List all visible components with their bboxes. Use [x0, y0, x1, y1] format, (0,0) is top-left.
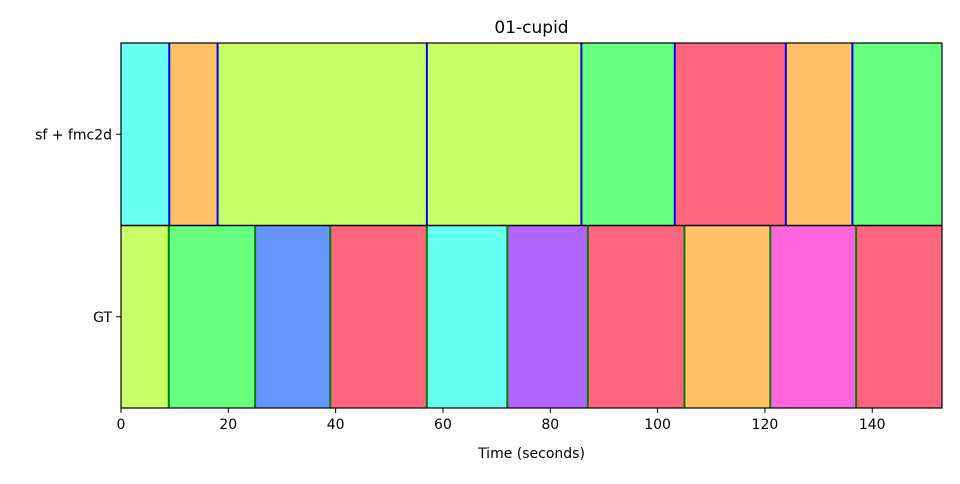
x-tick-label-120: 120 [752, 417, 779, 433]
segment-gt-1 [121, 225, 169, 408]
segment-gt-8 [684, 225, 771, 408]
segment-sf-fmc2d-2 [169, 43, 218, 226]
plot-area: sf + fmc2d GT 0 20 40 60 80 100 120 140 [35, 42, 943, 433]
x-tick-label-80: 80 [541, 417, 559, 433]
x-axis-label: Time (seconds) [477, 446, 585, 462]
x-tick-label-20: 20 [219, 417, 237, 433]
plot-frame [120, 42, 943, 409]
segment-gt-5 [426, 225, 508, 408]
segment-sf-fmc2d-6 [674, 43, 786, 226]
segment-sf-fmc2d-1 [121, 43, 170, 226]
segment-sf-fmc2d-8 [852, 43, 942, 226]
x-tick-label-140: 140 [859, 417, 886, 433]
segment-gt-6 [507, 225, 588, 408]
segment-gt-2 [168, 225, 256, 408]
x-tick-label-40: 40 [327, 417, 345, 433]
x-tick-label-0: 0 [117, 417, 126, 433]
segment-gt-4 [330, 225, 427, 408]
x-tick-label-100: 100 [644, 417, 671, 433]
segment-sf-fmc2d-5 [581, 43, 675, 226]
segment-gt-7 [587, 225, 685, 408]
segment-sf-fmc2d-7 [785, 43, 853, 226]
segment-sf-fmc2d-3 [217, 43, 427, 226]
segment-gt-3 [255, 225, 331, 408]
segment-gt-10 [856, 225, 942, 408]
chart-title: 01-cupid [494, 18, 568, 38]
segment-gt-9 [770, 225, 857, 408]
y-tick-label-sf-fmc2d: sf + fmc2d [35, 127, 112, 143]
segment-sf-fmc2d-4 [426, 43, 582, 226]
y-tick-label-gt: GT [93, 310, 112, 326]
x-tick-label-60: 60 [434, 417, 452, 433]
